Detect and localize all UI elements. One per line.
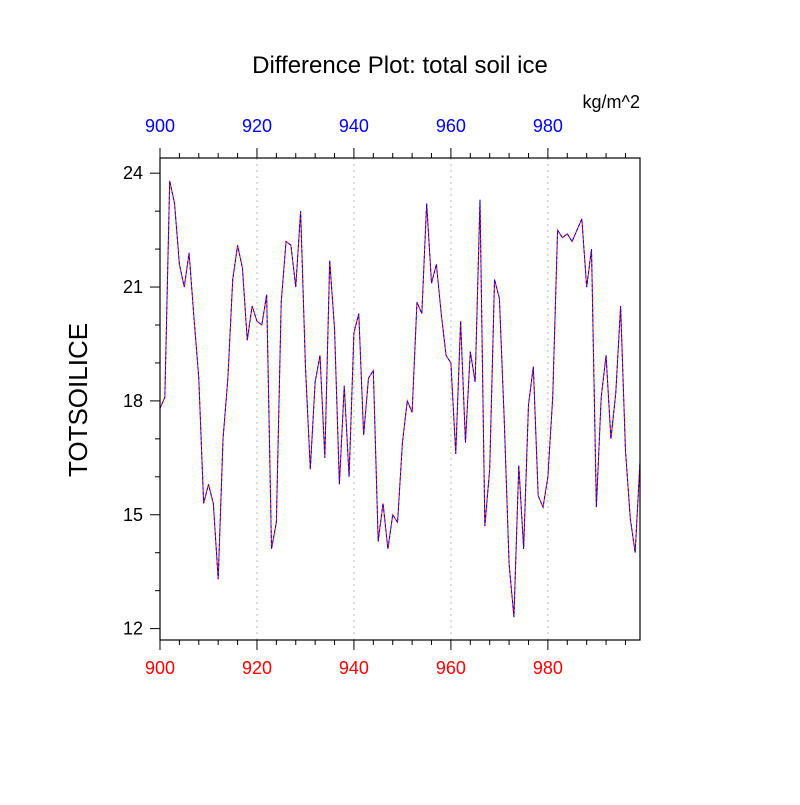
y-tick-label: 21: [123, 277, 143, 297]
y-tick-label: 24: [123, 163, 143, 183]
units-label: kg/m^2: [583, 92, 640, 112]
x-tick-label-bottom: 960: [436, 658, 466, 678]
x-tick-label-bottom: 920: [242, 658, 272, 678]
x-tick-label-bottom: 940: [339, 658, 369, 678]
series-line-blue: [159, 180, 641, 618]
gridlines: [256, 158, 549, 640]
y-axis-label: TOTSOILICE: [63, 323, 93, 477]
y-tick-label: 15: [123, 505, 143, 525]
x-tick-label-top: 920: [242, 116, 272, 136]
plot-frame: [159, 157, 641, 641]
x-tick-label-top: 900: [145, 116, 175, 136]
axis-ticks: 900 900 920 920 940 940 960 960 980 980 12 15 18 21 24: [123, 116, 626, 678]
series-lines: [159, 180, 641, 618]
series-line-red: [159, 180, 641, 618]
chart-title: Difference Plot: total soil ice: [252, 52, 548, 79]
x-tick-label-bottom: 980: [533, 658, 563, 678]
x-tick-label-top: 960: [436, 116, 466, 136]
x-tick-label-top: 980: [533, 116, 563, 136]
y-tick-label: 18: [123, 391, 143, 411]
y-tick-label: 12: [123, 619, 143, 639]
x-tick-label-bottom: 900: [145, 658, 175, 678]
x-tick-label-top: 940: [339, 116, 369, 136]
